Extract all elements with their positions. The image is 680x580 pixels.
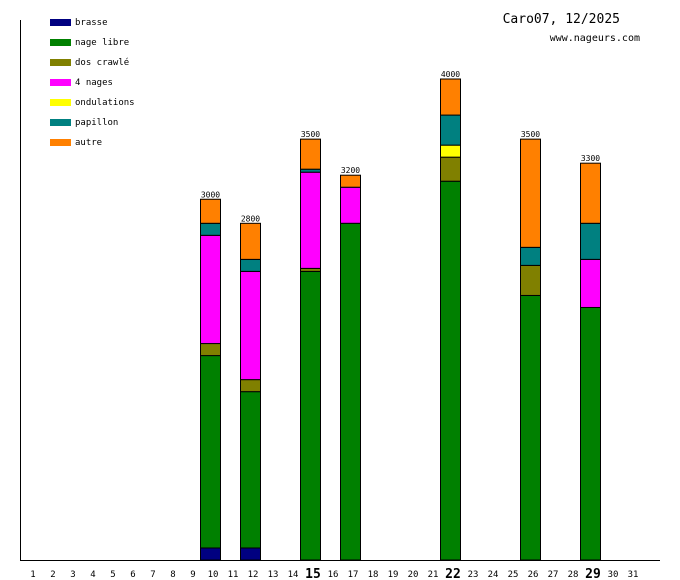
x-tick-label: 6 (130, 570, 135, 580)
bar-segment-papillon (520, 246, 541, 266)
x-tick-label: 8 (170, 570, 175, 580)
bar-segment-papillon (580, 222, 601, 260)
bar-segment-autre (520, 138, 541, 248)
bar-segment-4-nages (300, 171, 321, 269)
legend-label: dos crawlé (75, 57, 129, 68)
bar-total-label: 3300 (581, 154, 600, 163)
legend-label: 4 nages (75, 78, 113, 88)
bar-segment-ondulations (440, 144, 461, 158)
chart-subtitle: www.nageurs.com (550, 33, 640, 44)
bar-segment-4-nages (340, 186, 361, 224)
x-tick-label: 27 (548, 570, 559, 580)
x-tick-labels: 1 2 3 4 5 6 7 8 9 10 11 12 13 14 15 16 17 18 19 20 21 22 23 24 2… (30, 567, 638, 580)
bar-segment-papillon (440, 114, 461, 146)
bar-segment-papillon (240, 258, 261, 272)
bar-segment-nage-libre (300, 270, 321, 561)
bar-segment-dos-crawlé (200, 343, 221, 357)
x-tick-label: 5 (110, 570, 115, 580)
legend-label: ondulations (75, 98, 135, 108)
bar-segment-dos-crawlé (440, 156, 461, 182)
x-tick-label: 26 (528, 570, 539, 580)
x-tick-label: 20 (408, 570, 419, 580)
bar-total-label: 4000 (441, 70, 460, 79)
bar-segment-autre (440, 78, 461, 116)
bar-segment-autre (340, 174, 361, 188)
x-tick-label: 18 (368, 570, 379, 580)
legend-label: papillon (75, 118, 118, 128)
legend-swatch (50, 99, 71, 106)
x-tick-label: 25 (508, 570, 519, 580)
x-tick-label: 12 (248, 570, 259, 580)
chart-title: Caro07, 12/2025 (503, 12, 620, 27)
x-tick-label: 16 (328, 570, 339, 580)
x-tick-label: 7 (150, 570, 155, 580)
x-tick-label: 11 (228, 570, 239, 580)
bar-segment-brasse (240, 547, 261, 561)
legend-swatch (50, 19, 71, 26)
bar-total-label: 3500 (301, 130, 320, 139)
bar-segment-nage-libre (440, 180, 461, 561)
bar-segment-brasse (200, 547, 221, 561)
bar-segment-dos-crawlé (240, 379, 261, 393)
x-tick-label: 23 (468, 570, 479, 580)
x-tick-label: 2 (50, 570, 55, 580)
bar-segment-4-nages (580, 258, 601, 308)
legend-label: autre (75, 138, 102, 148)
x-tick-label: 17 (348, 570, 359, 580)
bar-segment-4-nages (240, 270, 261, 381)
bar-segment-nage-libre (200, 355, 221, 549)
legend-swatch (50, 39, 71, 46)
bar-total-label: 3000 (201, 190, 220, 199)
bar-segment-nage-libre (520, 294, 541, 561)
x-tick-label: 31 (628, 570, 639, 580)
bar-segment-autre (200, 198, 221, 224)
legend-label: brasse (75, 18, 108, 28)
bars-layer (200, 78, 601, 561)
bar-total-label: 3200 (341, 166, 360, 175)
bar-total-label: 2800 (241, 214, 260, 223)
legend: brasse nage libre dos crawlé 4 nages ondulat… (50, 18, 135, 148)
x-tick-label: 29 (585, 567, 601, 580)
x-tick-label: 24 (488, 570, 499, 580)
x-tick-label: 21 (428, 570, 439, 580)
bar-segment-dos-crawlé (520, 264, 541, 296)
legend-swatch (50, 119, 71, 126)
bar-segment-papillon (200, 222, 221, 236)
bar-segment-nage-libre (580, 306, 601, 561)
legend-swatch (50, 59, 71, 66)
x-tick-label: 19 (388, 570, 399, 580)
x-tick-label: 14 (288, 570, 299, 580)
x-tick-label: 22 (445, 567, 461, 580)
x-tick-label: 1 (30, 570, 35, 580)
x-tick-label: 28 (568, 570, 579, 580)
x-tick-label: 3 (70, 570, 75, 580)
totals-layer: 3000 2800 3500 3200 4000 3500 3300 (201, 70, 600, 223)
legend-label: nage libre (75, 38, 129, 48)
x-tick-label: 10 (208, 570, 219, 580)
bar-segment-4-nages (200, 234, 221, 345)
bar-total-label: 3500 (521, 130, 540, 139)
x-tick-label: 4 (90, 570, 95, 580)
bar-segment-autre (580, 162, 601, 224)
legend-swatch (50, 139, 71, 146)
x-tick-label: 9 (190, 570, 195, 580)
legend-swatch (50, 79, 71, 86)
bar-segment-nage-libre (340, 222, 361, 561)
bar-segment-autre (300, 138, 321, 170)
bar-segment-autre (240, 222, 261, 260)
x-tick-label: 30 (608, 570, 619, 580)
x-tick-label: 15 (305, 567, 321, 580)
bar-segment-nage-libre (240, 391, 261, 549)
x-tick-label: 13 (268, 570, 279, 580)
